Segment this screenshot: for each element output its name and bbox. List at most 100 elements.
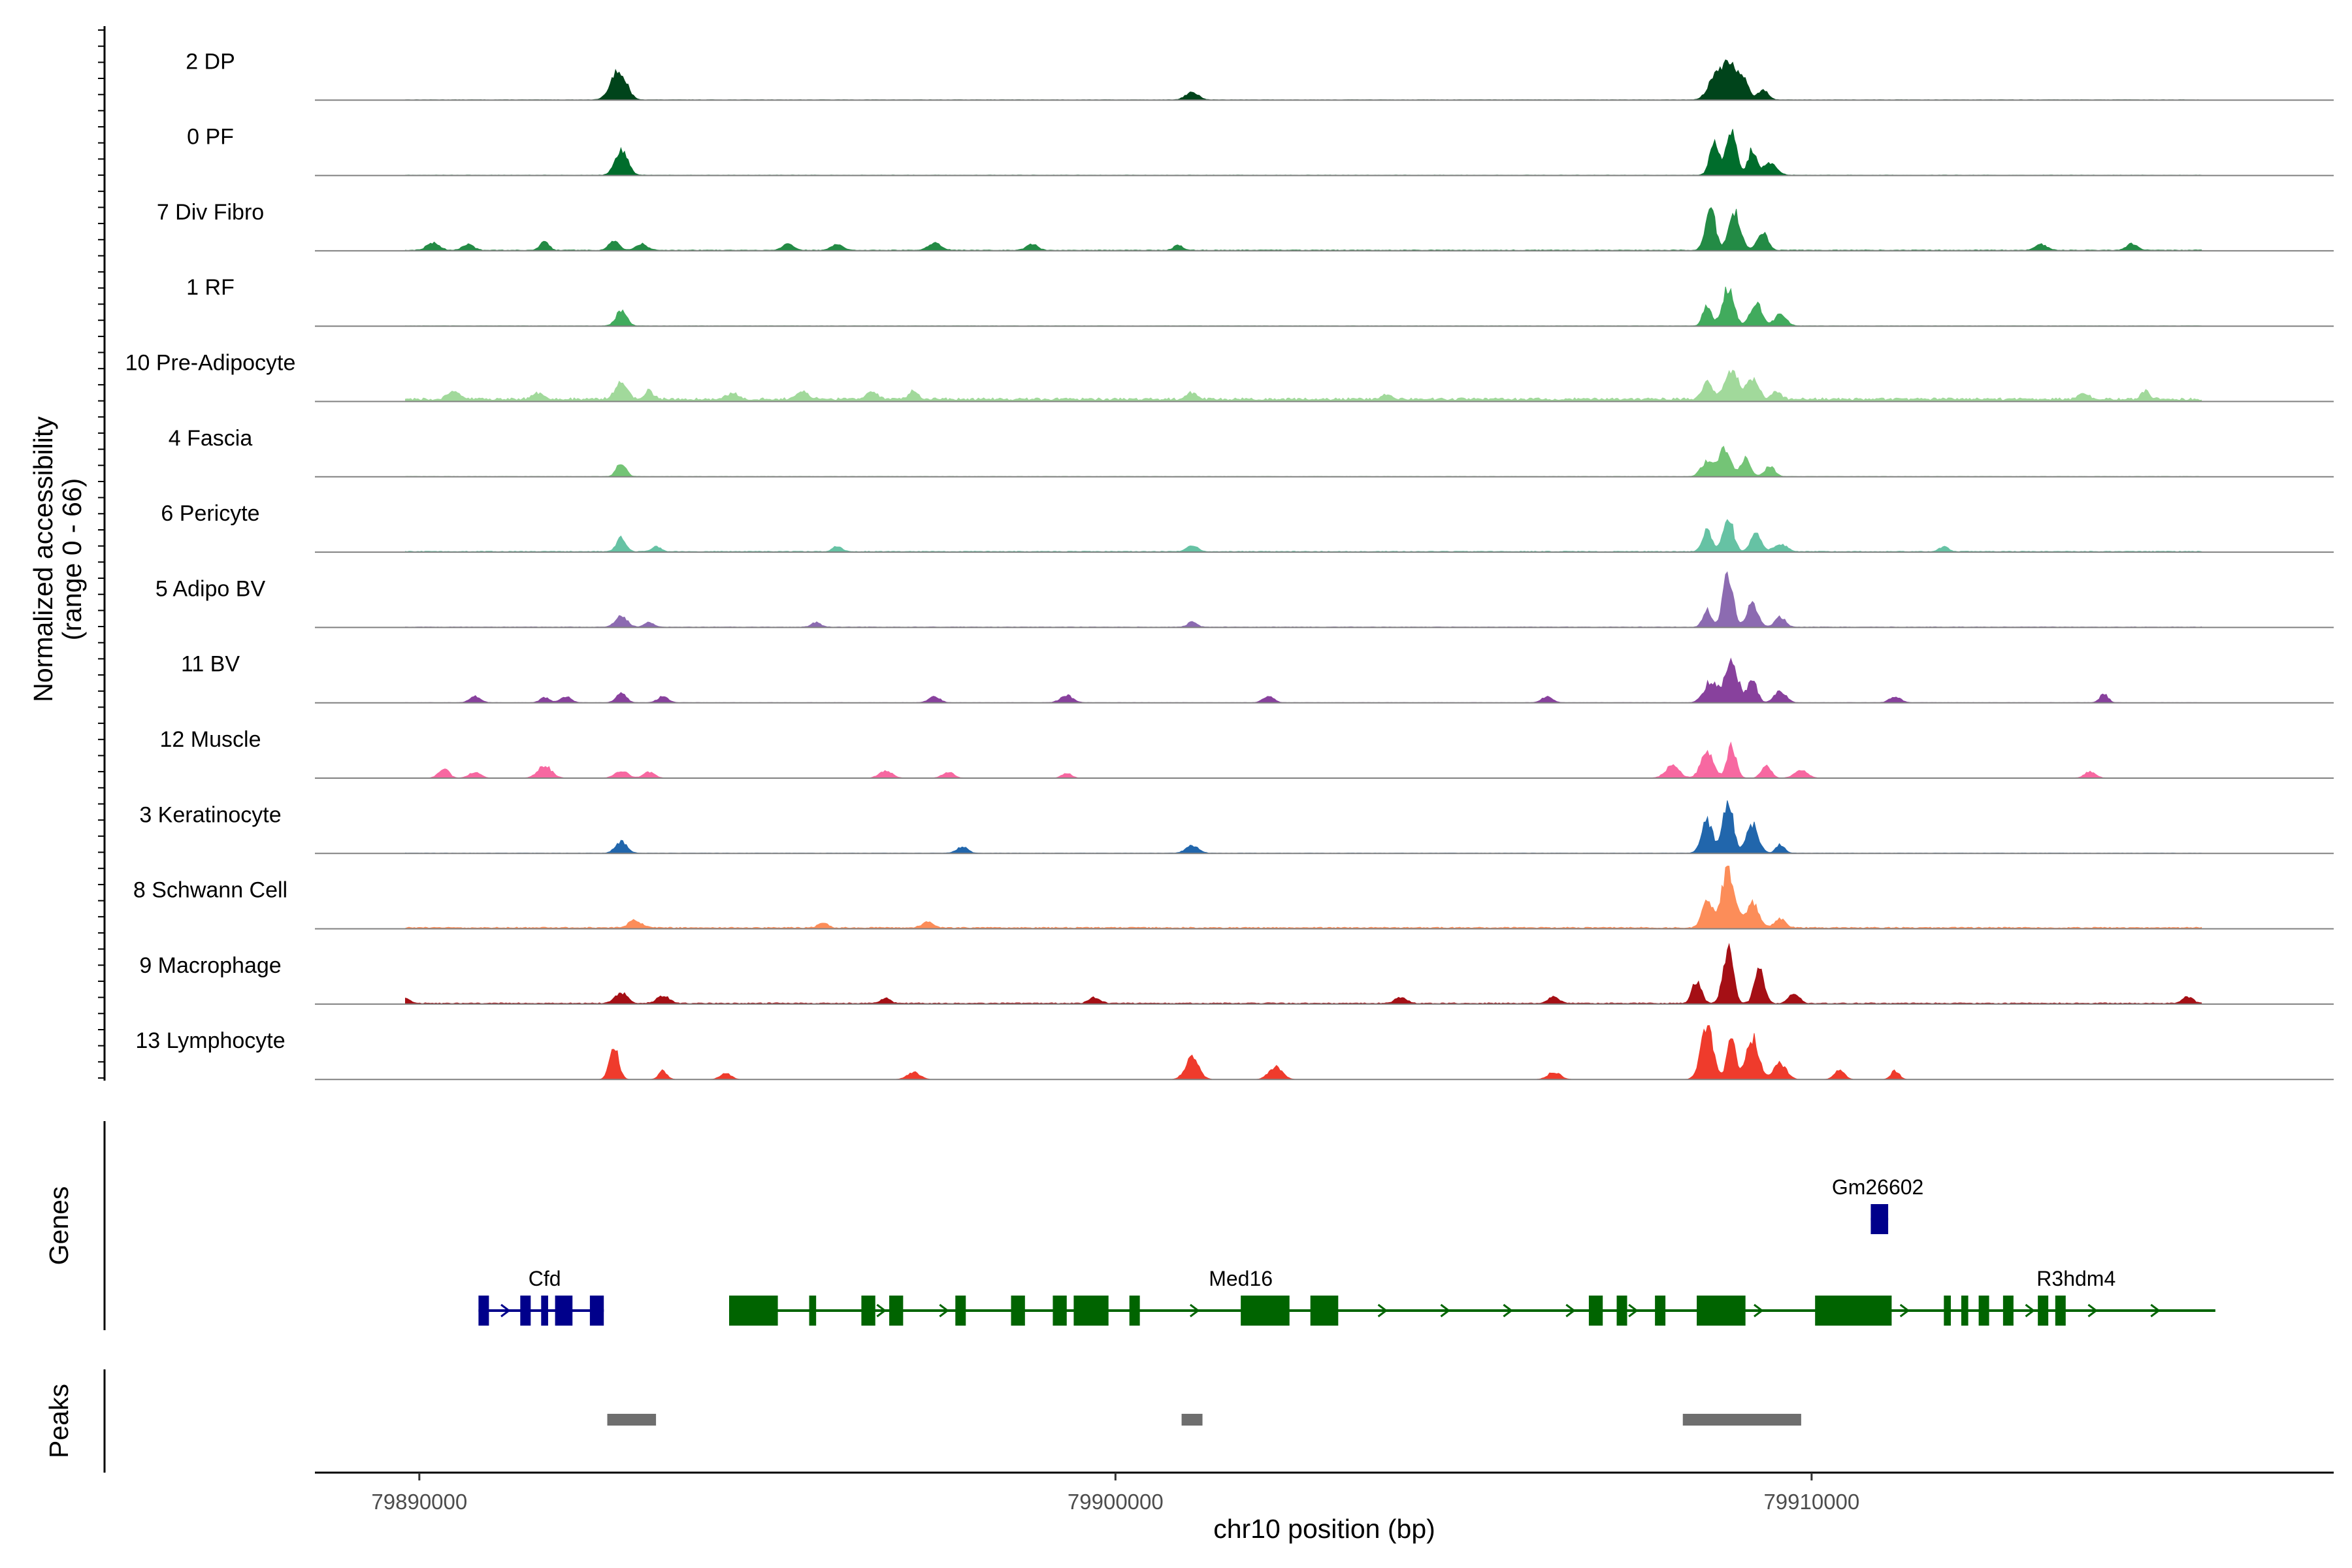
coverage-area-5-adipo-bv (405, 571, 2202, 628)
track-label-8-schwann-cell: 8 Schwann Cell (133, 878, 287, 903)
coverage-area-2-dp (405, 59, 2202, 101)
gene-track: Cfd Med16 R3hdm4 Gm26602 (478, 1175, 2215, 1326)
track-label-3-keratinocyte: 3 Keratinocyte (139, 802, 281, 827)
track-11-bv: 11 BV (181, 652, 2334, 704)
track-label-7-div-fibro: 7 Div Fibro (157, 200, 264, 225)
track-0-pf: 0 PF (187, 125, 2334, 176)
exon-med16 (1129, 1296, 1140, 1326)
x-axis-label: chr10 position (bp) (1213, 1514, 1435, 1544)
exon-med16 (861, 1296, 875, 1326)
x-tick-label: 79910000 (1763, 1490, 1859, 1514)
strand-arrow (1565, 1303, 1576, 1318)
exon-r3hdm4 (2002, 1296, 2014, 1326)
coverage-y-label-line: (range 0 - 66) (57, 478, 87, 640)
exon-med16 (1241, 1296, 1290, 1326)
exon-r3hdm4 (1944, 1296, 1951, 1326)
coverage-area-10-pre-adipocyte (405, 369, 2202, 402)
peaks-y-label: Peaks (44, 1384, 74, 1458)
strand-arrow (2087, 1303, 2098, 1318)
track-label-11-bv: 11 BV (181, 652, 240, 677)
track-12-muscle: 12 Muscle (160, 727, 2334, 779)
exon-cfd (541, 1296, 548, 1326)
exon-med16 (809, 1296, 817, 1326)
exon-med16 (1011, 1296, 1025, 1326)
coverage-y-label: Normalized accessibility(range 0 - 66) (28, 416, 87, 702)
peak-bar (1181, 1414, 1203, 1426)
strand-arrow (1189, 1303, 1200, 1318)
gene-label-med16: Med16 (1209, 1267, 1273, 1290)
track-label-10-pre-adipocyte: 10 Pre-Adipocyte (125, 351, 296, 376)
track-4-fascia: 4 Fascia (169, 426, 2334, 478)
coverage-area-12-muscle (405, 741, 2202, 779)
track-label-9-macrophage: 9 Macrophage (139, 953, 281, 978)
exon-med16 (1053, 1296, 1067, 1326)
exon-cfd (478, 1296, 489, 1326)
coverage-area-11-bv (405, 657, 2202, 704)
peak-bar (607, 1414, 657, 1426)
x-tick-label: 79900000 (1068, 1490, 1164, 1514)
exon-r3hdm4 (1815, 1296, 1892, 1326)
exon-gm26602 (1870, 1204, 1889, 1234)
exon-med16 (1588, 1296, 1603, 1326)
strand-arrow (939, 1303, 949, 1318)
coverage-area-9-macrophage (405, 943, 2202, 1005)
track-label-1-rf: 1 RF (186, 275, 235, 300)
coverage-tracks: 2 DP 0 PF 7 Div Fibro 1 RF 10 Pre-Adipocyte 4… (125, 49, 2334, 1081)
track-label-0-pf: 0 PF (187, 125, 234, 150)
exon-med16 (955, 1296, 966, 1326)
exon-cfd (555, 1296, 573, 1326)
genes-y-label: Genes (44, 1186, 74, 1266)
gene-label-cfd: Cfd (529, 1267, 561, 1290)
track-3-keratinocyte: 3 Keratinocyte (139, 800, 2334, 855)
track-2-dp: 2 DP (186, 49, 2334, 101)
axes: Normalized accessibility(range 0 - 66) Ge… (28, 26, 2334, 1544)
track-label-12-muscle: 12 Muscle (160, 727, 261, 752)
strand-arrow (500, 1303, 511, 1318)
exon-cfd (589, 1296, 604, 1326)
coverage-area-0-pf (405, 129, 2202, 176)
strand-arrow (2150, 1303, 2161, 1318)
exon-med16 (889, 1296, 904, 1326)
exon-med16 (1073, 1296, 1109, 1326)
track-label-5-adipo-bv: 5 Adipo BV (155, 576, 266, 601)
exon-med16 (1310, 1296, 1339, 1326)
track-label-6-pericyte: 6 Pericyte (161, 501, 259, 526)
track-8-schwann-cell: 8 Schwann Cell (133, 866, 2334, 930)
coverage-y-label-line: Normalized accessibility (28, 416, 58, 702)
exon-med16 (1697, 1296, 1746, 1326)
x-tick-label: 79890000 (371, 1490, 467, 1514)
coverage-area-8-schwann-cell (405, 866, 2202, 930)
strand-arrow (876, 1303, 887, 1318)
coverage-area-13-lymphocyte (405, 1025, 2202, 1080)
strand-arrow (1377, 1303, 1388, 1318)
track-5-adipo-bv: 5 Adipo BV (155, 571, 2334, 629)
track-9-macrophage: 9 Macrophage (139, 943, 2334, 1005)
coverage-area-4-fascia (405, 446, 2202, 478)
exon-r3hdm4 (1961, 1296, 1968, 1326)
exon-r3hdm4 (2055, 1296, 2066, 1326)
strand-arrow (1503, 1303, 1513, 1318)
exon-r3hdm4 (2038, 1296, 2049, 1326)
track-label-2-dp: 2 DP (186, 49, 235, 74)
coverage-area-6-pericyte (405, 519, 2202, 553)
gene-gm26602: Gm26602 (1832, 1175, 1923, 1234)
strand-arrow (1899, 1303, 1910, 1318)
coverage-area-3-keratinocyte (405, 800, 2202, 854)
peak-track (607, 1414, 1801, 1426)
exon-med16 (1655, 1296, 1666, 1326)
track-1-rf: 1 RF (186, 275, 2334, 327)
gene-r3hdm4: R3hdm4 (1815, 1267, 2215, 1326)
exon-med16 (728, 1296, 778, 1326)
track-13-lymphocyte: 13 Lymphocyte (135, 1025, 2334, 1081)
track-label-13-lymphocyte: 13 Lymphocyte (135, 1028, 285, 1053)
gene-med16: Med16 (728, 1267, 1822, 1326)
strand-arrow (1628, 1303, 1639, 1318)
track-10-pre-adipocyte: 10 Pre-Adipocyte (125, 351, 2334, 402)
gene-cfd: Cfd (478, 1267, 604, 1326)
track-7-div-fibro: 7 Div Fibro (157, 200, 2334, 252)
exon-r3hdm4 (1978, 1296, 1989, 1326)
exon-med16 (1616, 1296, 1627, 1326)
coverage-area-7-div-fibro (405, 206, 2202, 252)
